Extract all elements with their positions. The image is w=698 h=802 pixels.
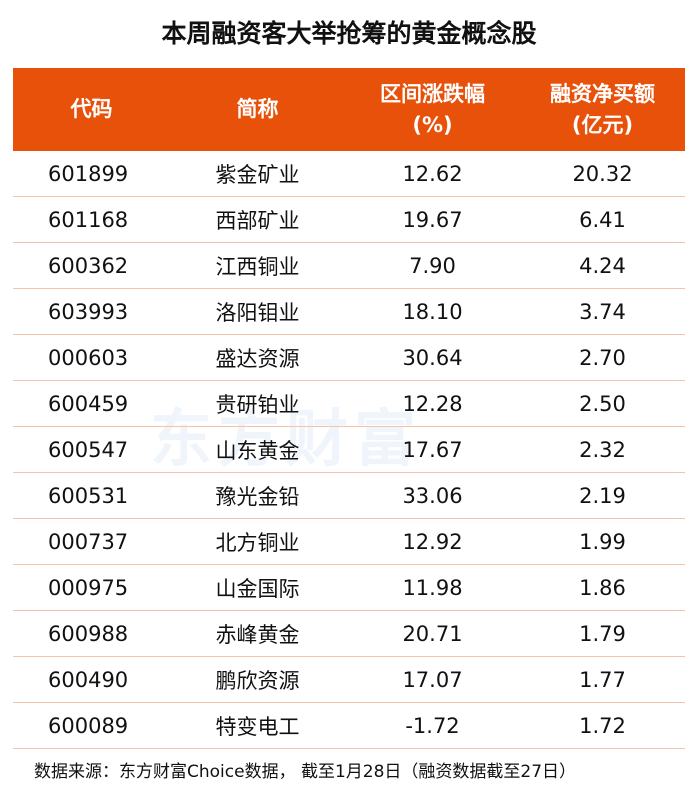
cell-code: 601168: [13, 196, 170, 243]
header-change-pct: 区间涨跌幅 (%): [345, 68, 520, 151]
cell-net-buy: 6.41: [520, 196, 685, 243]
cell-name: 西部矿业: [170, 196, 345, 243]
cell-name: 鹏欣资源: [170, 656, 345, 703]
cell-net-buy: 2.32: [520, 426, 685, 473]
table-row: 600459 贵研铂业 12.28 2.50: [13, 380, 685, 427]
cell-change-pct: -1.72: [345, 702, 520, 749]
table-row: 600547 山东黄金 17.67 2.32: [13, 426, 685, 473]
cell-code: 000737: [13, 518, 170, 565]
cell-change-pct: 12.92: [345, 518, 520, 565]
cell-code: 600547: [13, 426, 170, 473]
cell-name: 山金国际: [170, 564, 345, 611]
cell-name: 赤峰黄金: [170, 610, 345, 657]
cell-change-pct: 12.28: [345, 380, 520, 427]
data-table: 代码 简称 区间涨跌幅 (%) 融资净买额 (亿元) 601899 紫金矿业 12.62 20.…: [13, 68, 685, 749]
cell-change-pct: 12.62: [345, 151, 520, 197]
header-net-buy: 融资净买额 (亿元): [520, 68, 685, 151]
cell-name: 特变电工: [170, 702, 345, 749]
table-row: 600531 豫光金铅 33.06 2.19: [13, 472, 685, 519]
header-name: 简称: [170, 68, 345, 151]
cell-code: 600988: [13, 610, 170, 657]
header-label: 区间涨跌幅: [380, 81, 485, 106]
cell-net-buy: 1.79: [520, 610, 685, 657]
cell-net-buy: 1.72: [520, 702, 685, 749]
table-row: 601899 紫金矿业 12.62 20.32: [13, 151, 685, 197]
header-label: 代码: [70, 97, 113, 121]
header-label: 简称: [236, 97, 279, 121]
cell-net-buy: 20.32: [520, 151, 685, 197]
cell-name: 山东黄金: [170, 426, 345, 473]
cell-change-pct: 18.10: [345, 288, 520, 335]
cell-name: 紫金矿业: [170, 151, 345, 197]
cell-name: 贵研铂业: [170, 380, 345, 427]
table-row: 600089 特变电工 -1.72 1.72: [13, 702, 685, 749]
cell-name: 江西铜业: [170, 242, 345, 289]
table-row: 000975 山金国际 11.98 1.86: [13, 564, 685, 611]
table-header: 代码 简称 区间涨跌幅 (%) 融资净买额 (亿元): [13, 68, 685, 151]
cell-net-buy: 4.24: [520, 242, 685, 289]
cell-net-buy: 2.50: [520, 380, 685, 427]
cell-change-pct: 11.98: [345, 564, 520, 611]
source-note: 数据来源：东方财富Choice数据， 截至1月28日（融资数据截至27日）: [34, 762, 577, 782]
cell-code: 600089: [13, 702, 170, 749]
cell-code: 603993: [13, 288, 170, 335]
header-label: 融资净买额: [550, 81, 655, 106]
header-code: 代码: [13, 68, 170, 151]
table-row: 603993 洛阳钼业 18.10 3.74: [13, 288, 685, 335]
cell-code: 600362: [13, 242, 170, 289]
cell-code: 600531: [13, 472, 170, 519]
cell-net-buy: 3.74: [520, 288, 685, 335]
cell-change-pct: 17.67: [345, 426, 520, 473]
table-row: 000737 北方铜业 12.92 1.99: [13, 518, 685, 565]
cell-change-pct: 20.71: [345, 610, 520, 657]
header-unit: (亿元): [571, 112, 634, 137]
cell-change-pct: 17.07: [345, 656, 520, 703]
cell-code: 600490: [13, 656, 170, 703]
cell-name: 盛达资源: [170, 334, 345, 381]
cell-name: 豫光金铅: [170, 472, 345, 519]
table-row: 000603 盛达资源 30.64 2.70: [13, 334, 685, 381]
cell-net-buy: 1.99: [520, 518, 685, 565]
cell-change-pct: 33.06: [345, 472, 520, 519]
page-title: 本周融资客大举抢筹的黄金概念股: [161, 19, 537, 48]
cell-change-pct: 7.90: [345, 242, 520, 289]
table-row: 601168 西部矿业 19.67 6.41: [13, 196, 685, 243]
cell-net-buy: 1.77: [520, 656, 685, 703]
table-row: 600362 江西铜业 7.90 4.24: [13, 242, 685, 289]
cell-code: 600459: [13, 380, 170, 427]
cell-net-buy: 2.19: [520, 472, 685, 519]
cell-net-buy: 2.70: [520, 334, 685, 381]
cell-change-pct: 30.64: [345, 334, 520, 381]
cell-code: 000603: [13, 334, 170, 381]
table-row: 600988 赤峰黄金 20.71 1.79: [13, 610, 685, 657]
cell-net-buy: 1.86: [520, 564, 685, 611]
cell-change-pct: 19.67: [345, 196, 520, 243]
cell-code: 000975: [13, 564, 170, 611]
table-row: 600490 鹏欣资源 17.07 1.77: [13, 656, 685, 703]
cell-name: 北方铜业: [170, 518, 345, 565]
cell-code: 601899: [13, 151, 170, 197]
cell-name: 洛阳钼业: [170, 288, 345, 335]
header-unit: (%): [412, 112, 453, 137]
